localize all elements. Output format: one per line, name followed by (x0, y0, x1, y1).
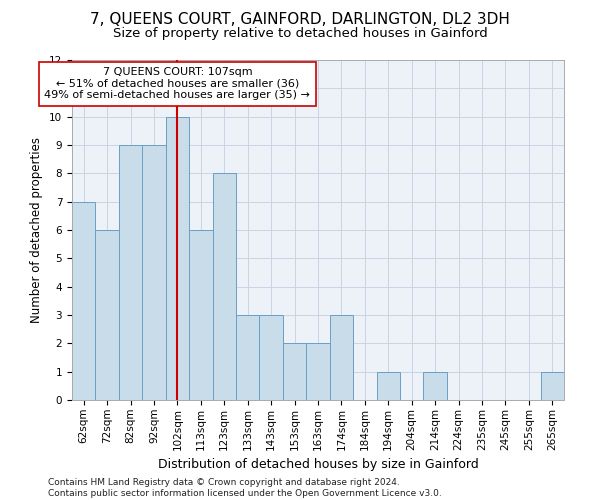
Y-axis label: Number of detached properties: Number of detached properties (31, 137, 43, 323)
Text: Size of property relative to detached houses in Gainford: Size of property relative to detached ho… (113, 28, 487, 40)
Bar (424, 372, 447, 400)
Bar (166, 116, 189, 400)
Bar (212, 174, 236, 400)
Bar (236, 315, 259, 400)
Text: 7 QUEENS COURT: 107sqm
← 51% of detached houses are smaller (36)
49% of semi-det: 7 QUEENS COURT: 107sqm ← 51% of detached… (44, 67, 310, 100)
Bar (189, 230, 212, 400)
Bar (119, 145, 142, 400)
Bar (95, 230, 119, 400)
Bar (259, 315, 283, 400)
Text: 7, QUEENS COURT, GAINFORD, DARLINGTON, DL2 3DH: 7, QUEENS COURT, GAINFORD, DARLINGTON, D… (90, 12, 510, 28)
Bar (377, 372, 400, 400)
Bar (306, 344, 330, 400)
Bar (142, 145, 166, 400)
X-axis label: Distribution of detached houses by size in Gainford: Distribution of detached houses by size … (158, 458, 478, 471)
Bar (541, 372, 564, 400)
Text: Contains HM Land Registry data © Crown copyright and database right 2024.
Contai: Contains HM Land Registry data © Crown c… (48, 478, 442, 498)
Bar (330, 315, 353, 400)
Bar (283, 344, 306, 400)
Bar (72, 202, 95, 400)
